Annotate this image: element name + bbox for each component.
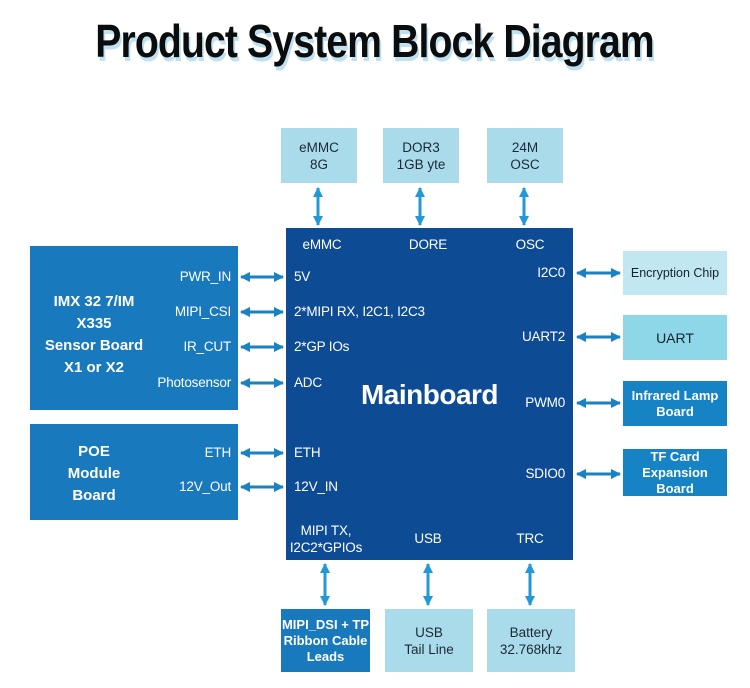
mainboard-port-mipi-rx: 2*MIPI RX, I2C1, I2C3 xyxy=(294,304,425,319)
mainboard-port-5v: 5V xyxy=(294,269,311,284)
poe-port-eth: ETH xyxy=(204,445,232,460)
box-encryption-chip: Encryption Chip xyxy=(623,251,727,295)
mainboard-port-trc: TRC xyxy=(516,531,544,546)
sensor-port-pwr-in: PWR_IN xyxy=(179,269,232,284)
sensor-board-title: IMX 32 7/IM X335 Sensor Board X1 or X2 xyxy=(44,293,144,376)
box-24m-osc: 24M OSC xyxy=(487,128,563,183)
mainboard-port-emmc: eMMC xyxy=(302,237,342,252)
box-ddr3-1gb: DOR3 1GB yte xyxy=(383,128,459,183)
box-infrared-lamp-board: Infrared Lamp Board xyxy=(623,381,727,426)
box-mipi-dsi-ribbon: MIPI_DSI + TP Ribbon Cable Leads xyxy=(281,609,370,672)
box-uart: UART xyxy=(623,315,727,360)
mainboard-title: Mainboard xyxy=(360,379,499,410)
poe-board-title: POE Module Board xyxy=(67,443,121,504)
mainboard-port-12v-in: 12V_IN xyxy=(294,479,338,494)
sensor-board: IMX 32 7/IM X335 Sensor Board X1 or X2 P… xyxy=(30,246,238,410)
poe-port-12v-out: 12V_Out xyxy=(179,479,231,494)
box-emmc-8g: eMMC 8G xyxy=(281,128,357,183)
box-usb-tail-line: USB Tail Line xyxy=(385,609,473,672)
page-title: Product System Block Diagram xyxy=(0,16,750,66)
poe-module-board: POE Module Board ETH 12V_Out xyxy=(30,424,238,520)
mainboard-port-usb: USB xyxy=(414,531,442,546)
mainboard-port-dore: DORE xyxy=(408,237,448,252)
sensor-port-ir-cut: IR_CUT xyxy=(183,339,231,354)
mainboard-port-mipi-tx: MIPI TX, I2C2*GPIOs xyxy=(289,523,363,555)
mainboard: eMMC DORE OSC 5V 2*MIPI RX, I2C1, I2C3 2… xyxy=(286,228,573,560)
mainboard-port-sdio0: SDIO0 xyxy=(525,466,565,481)
sensor-port-mipi-csi: MIPI_CSI xyxy=(174,304,231,319)
box-tf-card-expansion-board: TF Card Expansion Board xyxy=(623,449,727,496)
mainboard-port-adc: ADC xyxy=(294,375,322,390)
mainboard-port-osc: OSC xyxy=(515,237,545,252)
mainboard-port-pwm0: PWM0 xyxy=(525,395,565,410)
sensor-port-photosensor: Photosensor xyxy=(157,375,231,390)
box-battery: Battery 32.768khz xyxy=(487,609,575,672)
mainboard-port-gpio: 2*GP IOs xyxy=(294,339,350,354)
mainboard-port-uart2: UART2 xyxy=(521,329,565,344)
page-title-text: Product System Block Diagram xyxy=(95,15,655,67)
mainboard-port-i2c0: I2C0 xyxy=(537,265,565,280)
mainboard-port-eth: ETH xyxy=(294,445,321,460)
